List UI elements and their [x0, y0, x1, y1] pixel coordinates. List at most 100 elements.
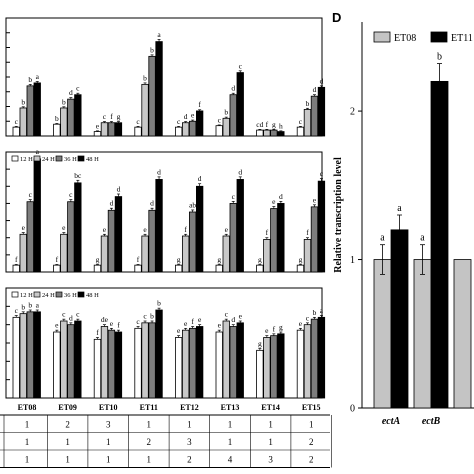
legend-swatch — [430, 31, 448, 43]
significance-label: f — [273, 324, 276, 333]
bar — [148, 209, 156, 273]
significance-label: e — [218, 321, 222, 330]
bar — [19, 313, 27, 399]
significance-label: d — [110, 199, 114, 208]
table-cell: 1 — [65, 437, 70, 447]
significance-label: b — [55, 114, 59, 123]
significance-label: bc — [74, 171, 82, 180]
significance-label: b — [313, 308, 317, 317]
bar — [181, 235, 190, 273]
legend-swatch — [11, 155, 19, 162]
bar — [181, 329, 190, 399]
bar — [236, 72, 244, 137]
significance-label: d — [69, 313, 73, 322]
bar — [100, 122, 109, 137]
significance-label: b — [150, 45, 154, 54]
significance-label: b — [224, 108, 228, 117]
table-cell: 2 — [65, 420, 70, 430]
legend-label: 12 H — [20, 292, 33, 299]
bar — [256, 349, 264, 399]
bar — [453, 259, 472, 409]
significance-label: e — [191, 111, 195, 120]
x-tick-label: ectA — [382, 416, 401, 427]
bar — [93, 131, 102, 137]
bar — [263, 129, 271, 137]
significance-label: g — [96, 255, 100, 264]
table-cell: 1 — [25, 420, 30, 430]
bar — [188, 211, 197, 273]
bar — [141, 83, 149, 137]
bar — [74, 182, 82, 273]
bar — [93, 264, 102, 273]
bar — [317, 316, 326, 399]
significance-label: a — [320, 306, 324, 315]
significance-label: h — [279, 121, 283, 130]
bar — [310, 95, 319, 137]
strain-label: ET12 — [180, 403, 199, 412]
significance-label: c — [232, 192, 236, 201]
table-cell: 1 — [106, 437, 111, 447]
significance-label: f — [198, 100, 201, 109]
bar — [114, 196, 123, 273]
significance-label: e — [272, 197, 276, 206]
significance-label: e — [225, 225, 229, 234]
table-cell: 1 — [25, 455, 30, 465]
panel-d-plot: 0 1 2 Relative transcription level ET08 ET11 a… — [333, 22, 474, 427]
significance-label: c — [136, 117, 140, 126]
significance-label: c — [239, 61, 243, 70]
significance-label: g — [258, 255, 262, 264]
significance-label: c — [29, 190, 33, 199]
significance-label: e — [96, 121, 100, 130]
bar — [390, 229, 409, 409]
significance-label: f — [96, 328, 99, 337]
significance-label: e — [22, 223, 26, 232]
strain-label: ET10 — [99, 403, 118, 412]
significance-label: f — [184, 225, 187, 234]
significance-label: c — [69, 190, 73, 199]
bar — [74, 320, 82, 399]
legend-label: ET08 — [394, 33, 416, 44]
bar — [222, 235, 230, 273]
table-cell: 2 — [187, 455, 192, 465]
bar — [270, 208, 278, 273]
significance-label: f — [191, 317, 194, 326]
bar — [100, 326, 109, 399]
legend-label: 24 H — [42, 292, 55, 299]
significance-label: c — [15, 306, 19, 315]
bar — [107, 122, 116, 137]
significance-label: b — [28, 75, 32, 84]
significance-label: c — [299, 117, 303, 126]
significance-label: b — [150, 312, 154, 321]
significance-label: d — [69, 88, 73, 97]
significance-label: g — [258, 339, 262, 348]
significance-label: f — [306, 228, 309, 237]
bar — [296, 126, 305, 137]
bar — [155, 179, 163, 273]
bar — [215, 264, 223, 273]
bar — [134, 327, 142, 399]
significance-label: c — [177, 117, 181, 126]
significance-label: e — [103, 225, 107, 234]
table-cell: 1 — [65, 455, 70, 465]
significance-label: g — [217, 255, 221, 264]
table-cell: 2 — [309, 455, 314, 465]
strain-label: ET15 — [302, 403, 321, 412]
significance-label: f — [15, 255, 18, 264]
bar — [303, 324, 312, 399]
bar — [33, 158, 41, 273]
bar — [296, 264, 305, 273]
bar — [174, 126, 183, 137]
bar — [33, 311, 41, 399]
significance-label: g — [279, 323, 283, 332]
significance-label: b — [21, 302, 25, 311]
significance-label: e — [299, 319, 303, 328]
panel-d-letter: D — [332, 10, 341, 25]
significance-label: d — [157, 167, 161, 176]
legend-label: 48 H — [86, 292, 99, 299]
bar — [67, 201, 75, 273]
legend-swatch — [373, 31, 391, 43]
significance-label: e — [110, 319, 114, 328]
significance-label: e — [177, 326, 181, 335]
significance-label: f — [56, 255, 59, 264]
bar — [229, 94, 237, 137]
